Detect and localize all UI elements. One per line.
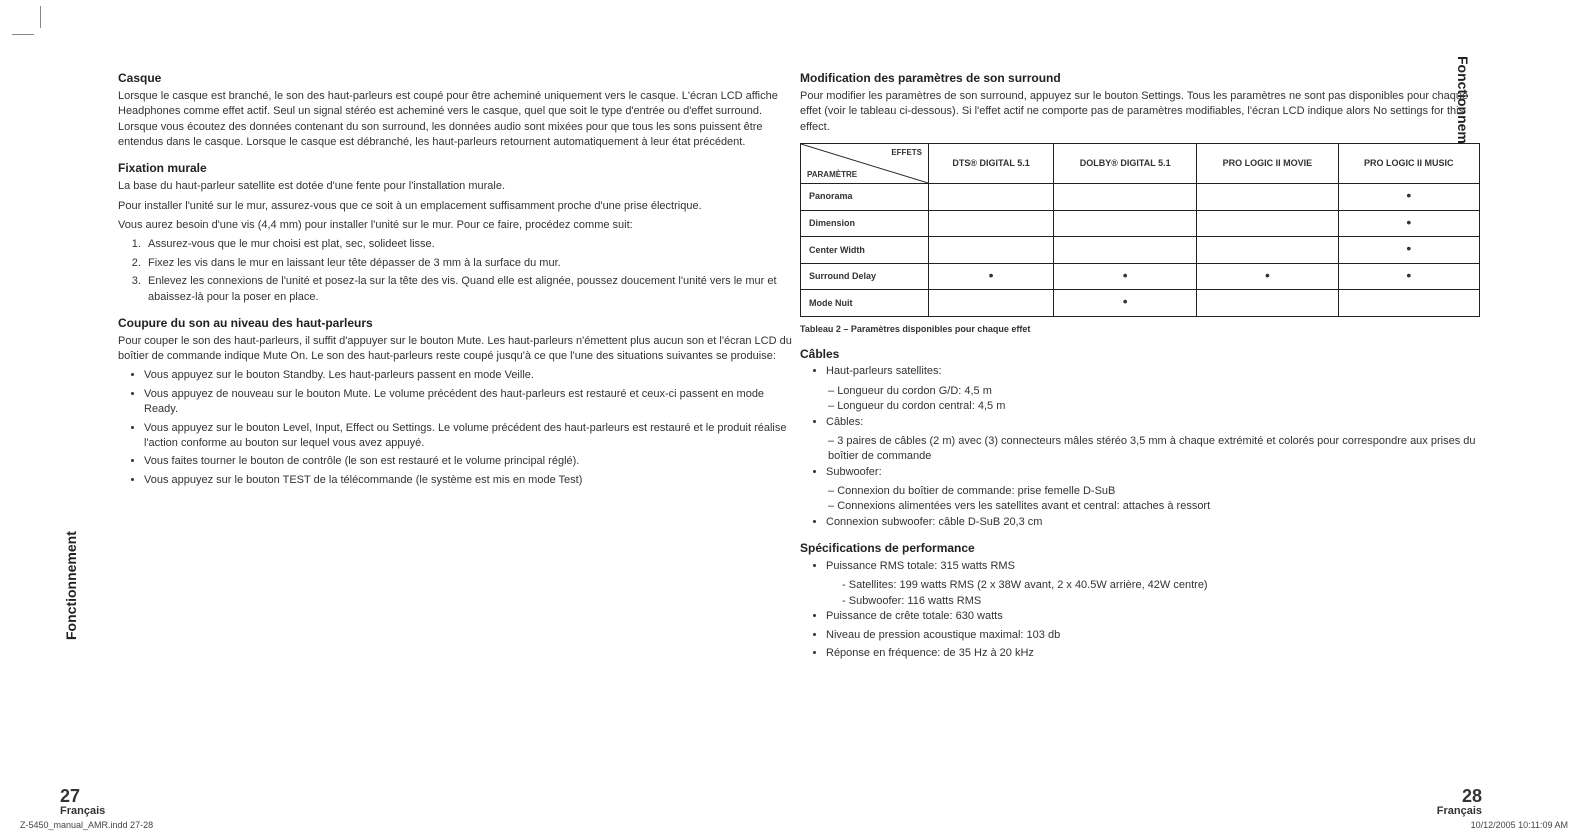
list-item: Puissance RMS totale: 315 watts RMS <box>826 559 1480 574</box>
cables-list: Connexion subwoofer: câble D-SuB 20,3 cm <box>826 515 1480 530</box>
table-col-header: DOLBY® DIGITAL 5.1 <box>1054 143 1197 183</box>
heading-fixation: Fixation murale <box>118 160 798 177</box>
table-row: Panorama • <box>801 183 1480 210</box>
table-row-header: Dimension <box>801 210 929 237</box>
list-item: Vous appuyez de nouveau sur le bouton Mu… <box>144 387 798 418</box>
list-item: Satellites: 199 watts RMS (2 x 38W avant… <box>842 578 1480 593</box>
crop-mark <box>40 6 41 28</box>
list-item: Vous appuyez sur le bouton Level, Input,… <box>144 421 798 452</box>
page-left: Casque Lorsque le casque est branché, le… <box>118 60 798 492</box>
page-right: Modification des paramètres de son surro… <box>800 60 1480 665</box>
page-lang-right: Français <box>1437 804 1482 819</box>
heading-casque: Casque <box>118 70 798 87</box>
table-cell <box>929 183 1054 210</box>
list-item: Fixez les vis dans le mur en laissant le… <box>144 256 798 271</box>
cables-list: Subwoofer: <box>826 465 1480 480</box>
table-cell <box>1338 290 1479 317</box>
table-col-header: DTS® DIGITAL 5.1 <box>929 143 1054 183</box>
list-item: Haut-parleurs satellites: <box>826 364 1480 379</box>
table-cell <box>1054 210 1197 237</box>
fixation-steps: Assurez-vous que le mur choisi est plat,… <box>144 237 798 305</box>
cables-sub: Longueur du cordon G/D: 4,5 m Longueur d… <box>828 384 1480 415</box>
table-cell <box>1054 237 1197 264</box>
table-cell: • <box>1338 183 1479 210</box>
table-cell: • <box>1197 263 1338 290</box>
list-item: Enlevez les connexions de l'unité et pos… <box>144 274 798 305</box>
table-col-header: PRO LOGIC II MUSIC <box>1338 143 1479 183</box>
heading-cables: Câbles <box>800 346 1480 363</box>
table-col-header: PRO LOGIC II MOVIE <box>1197 143 1338 183</box>
side-label-left: Fonctionnement <box>62 531 82 640</box>
heading-specs: Spécifications de performance <box>800 540 1480 557</box>
table-cell <box>1054 183 1197 210</box>
list-item: Réponse en fréquence: de 35 Hz à 20 kHz <box>826 646 1480 661</box>
list-item: 3 paires de câbles (2 m) avec (3) connec… <box>828 434 1480 465</box>
table-row: Mode Nuit • <box>801 290 1480 317</box>
coupure-list: Vous appuyez sur le bouton Standby. Les … <box>144 368 798 488</box>
table-cell <box>1197 237 1338 264</box>
specs-list: Puissance de crête totale: 630 watts Niv… <box>826 609 1480 661</box>
table-cell: • <box>1338 210 1479 237</box>
list-item: Vous faites tourner le bouton de contrôl… <box>144 454 798 469</box>
heading-coupure: Coupure du son au niveau des haut-parleu… <box>118 315 798 332</box>
list-item: Câbles: <box>826 415 1480 430</box>
list-item: Vous appuyez sur le bouton Standby. Les … <box>144 368 798 383</box>
table-caption: Tableau 2 – Paramètres disponibles pour … <box>800 323 1480 336</box>
list-item: Subwoofer: 116 watts RMS <box>842 594 1480 609</box>
para-modification: Pour modifier les paramètres de son surr… <box>800 89 1480 135</box>
table-row-header: Center Width <box>801 237 929 264</box>
para-fix2: Pour installer l'unité sur le mur, assur… <box>118 199 798 214</box>
list-item: Subwoofer: <box>826 465 1480 480</box>
para-fix3: Vous aurez besoin d'une vis (4,4 mm) pou… <box>118 218 798 233</box>
para-casque: Lorsque le casque est branché, le son de… <box>118 89 798 151</box>
table-row: Dimension • <box>801 210 1480 237</box>
list-item: Longueur du cordon central: 4,5 m <box>828 399 1480 414</box>
list-item: Assurez-vous que le mur choisi est plat,… <box>144 237 798 252</box>
table-cell: • <box>1338 237 1479 264</box>
list-item: Puissance de crête totale: 630 watts <box>826 609 1480 624</box>
table-diag-header: EFFETS PARAMÈTRE <box>801 143 929 183</box>
table-cell <box>929 290 1054 317</box>
specs-list: Puissance RMS totale: 315 watts RMS <box>826 559 1480 574</box>
list-item: Connexion subwoofer: câble D-SuB 20,3 cm <box>826 515 1480 530</box>
table-row: Surround Delay•••• <box>801 263 1480 290</box>
diag-bot-label: PARAMÈTRE <box>807 169 857 180</box>
table-cell: • <box>1054 290 1197 317</box>
table-cell <box>1197 183 1338 210</box>
cables-sub: 3 paires de câbles (2 m) avec (3) connec… <box>828 434 1480 465</box>
footer-timestamp: 10/12/2005 10:11:09 AM <box>1471 819 1568 832</box>
table-cell <box>929 237 1054 264</box>
table-cell: • <box>1054 263 1197 290</box>
table-cell: • <box>1338 263 1479 290</box>
para-coupure: Pour couper le son des haut-parleurs, il… <box>118 334 798 365</box>
table-cell <box>1197 210 1338 237</box>
table-row-header: Surround Delay <box>801 263 929 290</box>
table-cell <box>1197 290 1338 317</box>
table-cell <box>929 210 1054 237</box>
table-row: Center Width • <box>801 237 1480 264</box>
table-row-header: Mode Nuit <box>801 290 929 317</box>
page-lang-left: Français <box>60 804 105 819</box>
list-item: Niveau de pression acoustique maximal: 1… <box>826 628 1480 643</box>
cables-sub: Connexion du boîtier de commande: prise … <box>828 484 1480 515</box>
list-item: Longueur du cordon G/D: 4,5 m <box>828 384 1480 399</box>
list-item: Connexions alimentées vers les satellite… <box>828 499 1480 514</box>
table-row-header: Panorama <box>801 183 929 210</box>
para-fix1: La base du haut-parleur satellite est do… <box>118 179 798 194</box>
effects-table: EFFETS PARAMÈTRE DTS® DIGITAL 5.1 DOLBY®… <box>800 143 1480 317</box>
cables-list: Câbles: <box>826 415 1480 430</box>
crop-mark <box>12 34 34 35</box>
list-item: Vous appuyez sur le bouton TEST de la té… <box>144 473 798 488</box>
table-cell: • <box>929 263 1054 290</box>
heading-modification: Modification des paramètres de son surro… <box>800 70 1480 87</box>
specs-subsub: Satellites: 199 watts RMS (2 x 38W avant… <box>842 578 1480 609</box>
footer-filename: Z-5450_manual_AMR.indd 27-28 <box>20 819 153 832</box>
list-item: Connexion du boîtier de commande: prise … <box>828 484 1480 499</box>
diag-top-label: EFFETS <box>891 147 922 158</box>
cables-list: Haut-parleurs satellites: <box>826 364 1480 379</box>
